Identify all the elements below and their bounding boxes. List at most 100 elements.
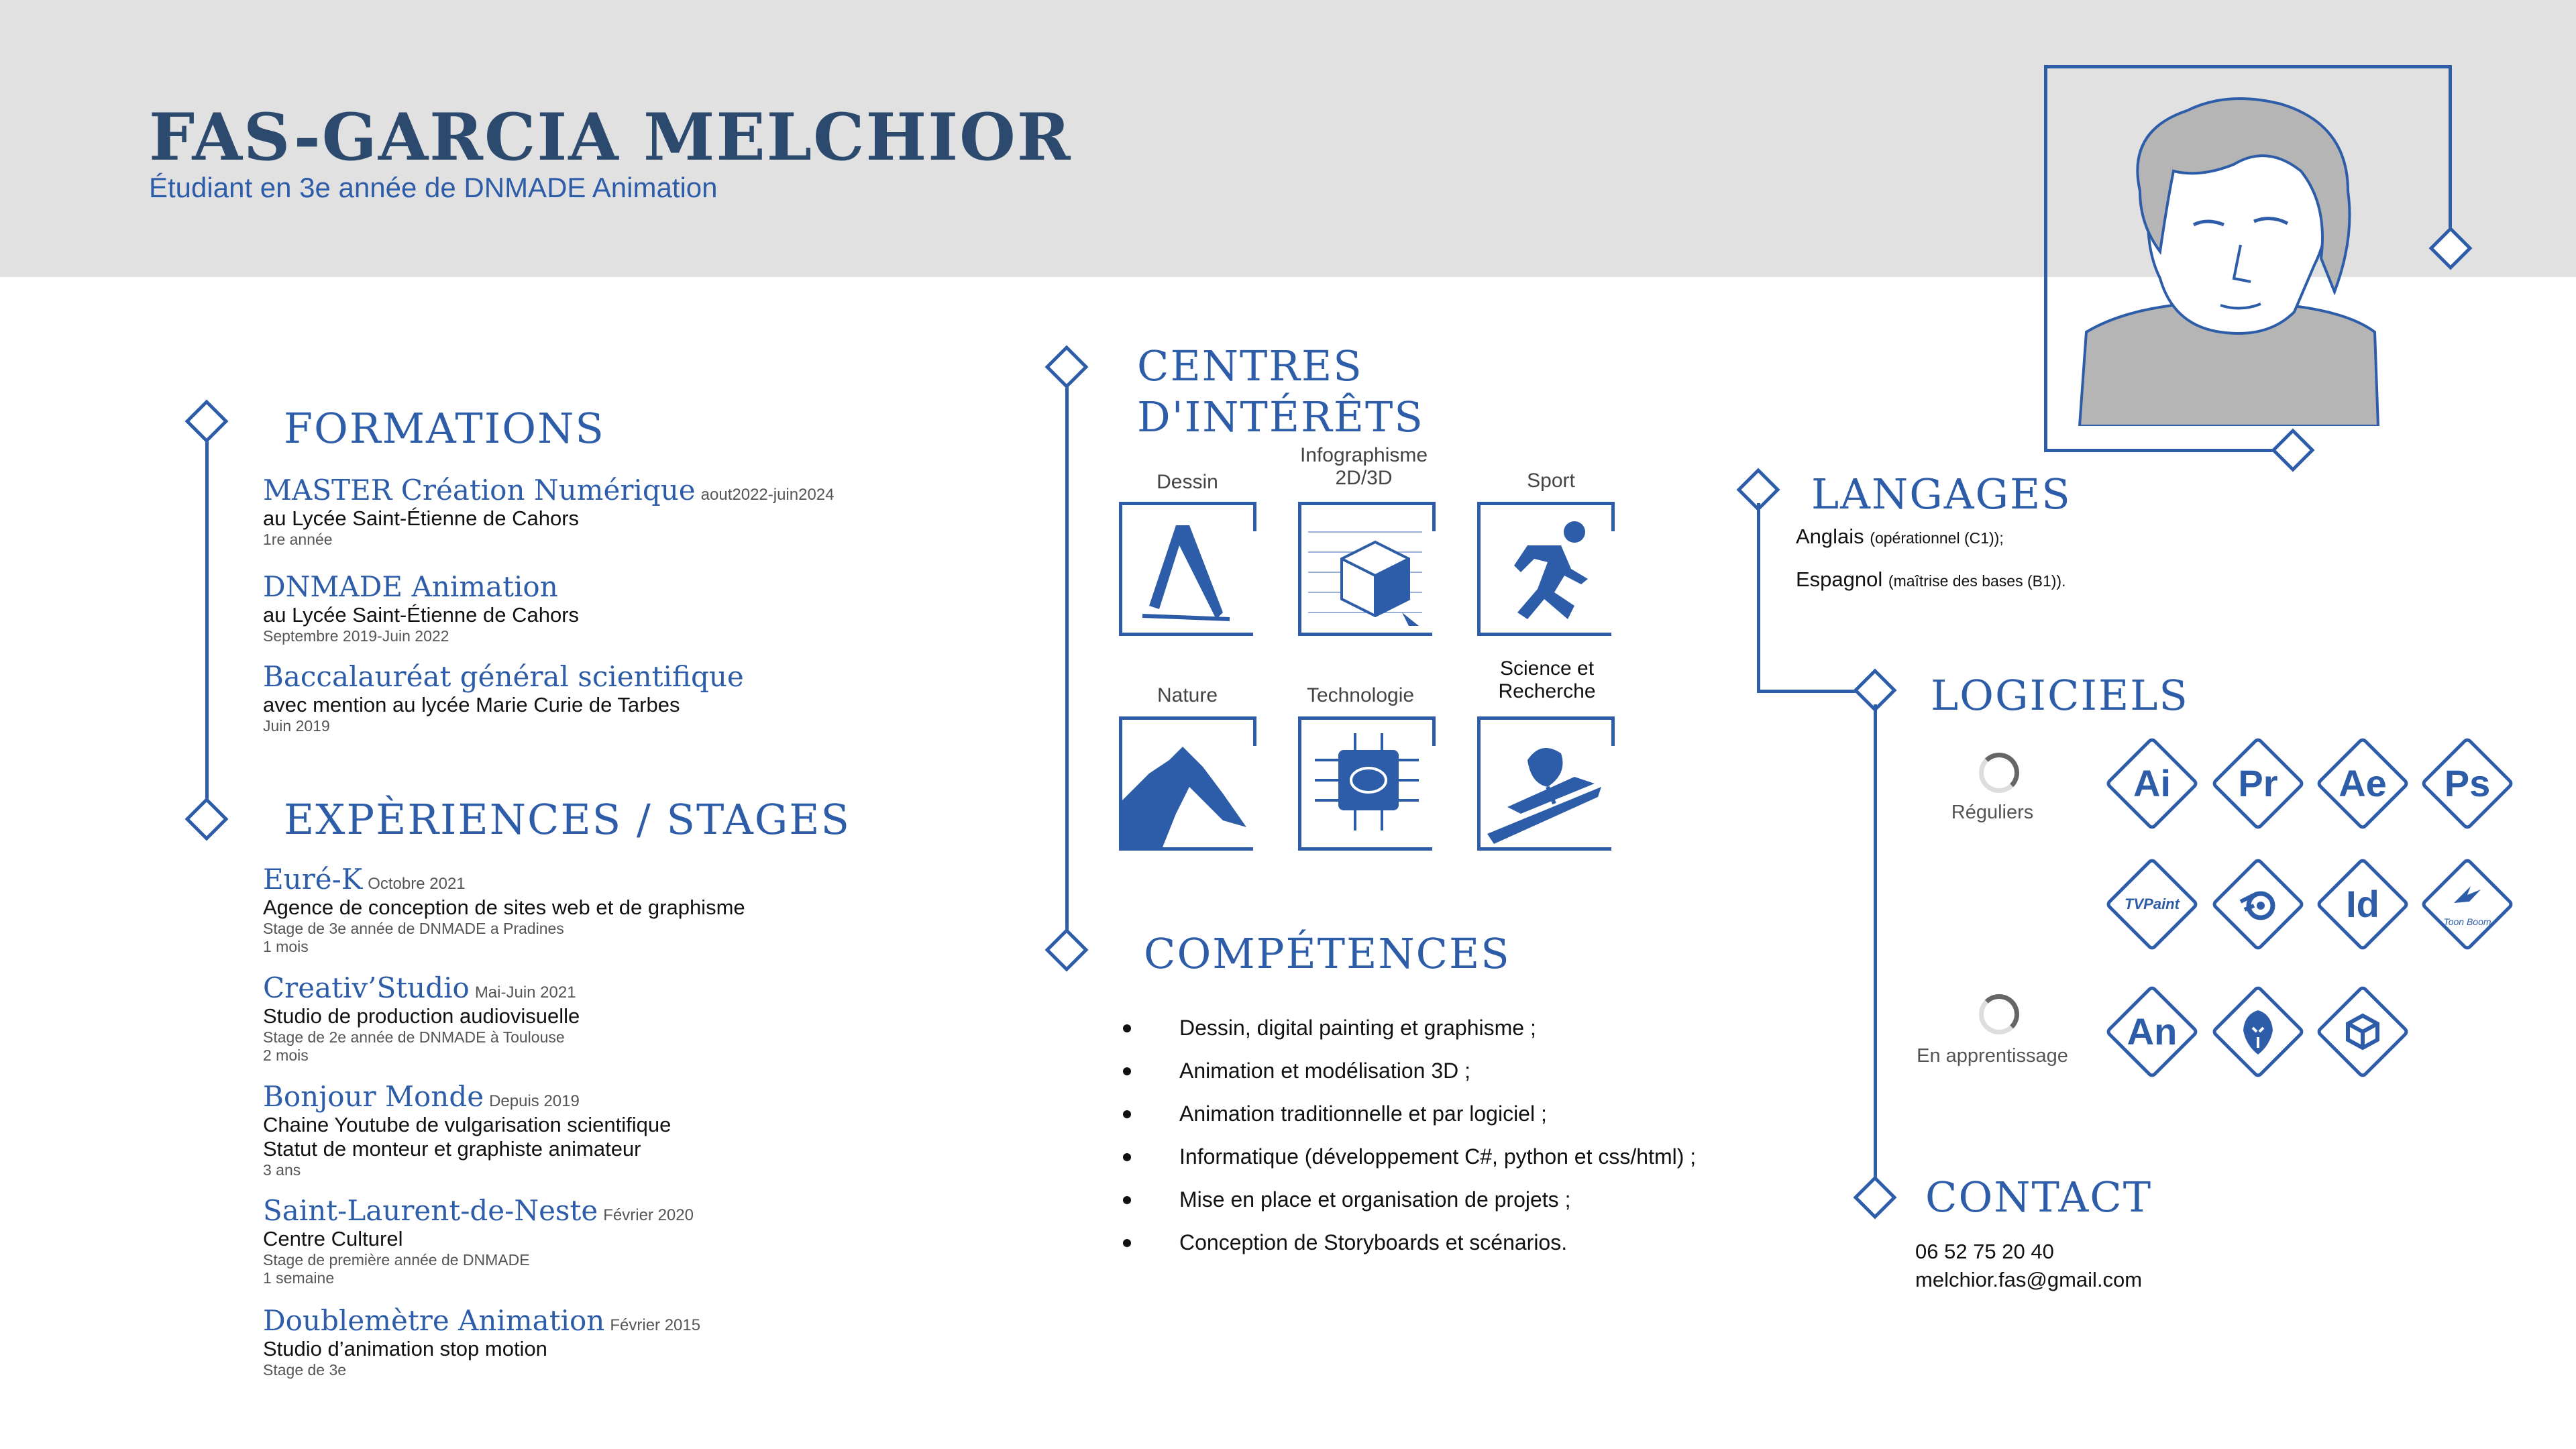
experience-line: Centre Culturel bbox=[263, 1227, 403, 1250]
experience-title: Bonjour Monde bbox=[263, 1080, 484, 1113]
experience-title: Creativ’Studio bbox=[263, 971, 470, 1004]
competences-list: Dessin, digital painting et graphisme ; … bbox=[1114, 1006, 1784, 1264]
experience-duration: 1 semaine bbox=[263, 1269, 335, 1287]
formation-school: au Lycée Saint-Étienne de Cahors bbox=[263, 506, 580, 530]
interest-label-dessin: Dessin bbox=[1157, 471, 1218, 493]
experience-detail: Stage de première année de DNMADE bbox=[263, 1251, 530, 1269]
experience-detail: Stage de 2e année de DNMADE à Toulouse bbox=[263, 1028, 565, 1046]
competences-title: COMPÉTENCES bbox=[1144, 929, 1511, 978]
interest-label-infographisme: Infographisme 2D/3D bbox=[1299, 444, 1428, 489]
contact-email[interactable]: melchior.fas@gmail.com bbox=[1915, 1268, 2143, 1291]
experience-duration: 1 mois bbox=[263, 938, 309, 955]
experience-date: Octobre 2021 bbox=[368, 875, 466, 893]
experience-line: Studio de production audiovisuelle bbox=[263, 1004, 580, 1028]
logiciels-title: LOGICIELS bbox=[1931, 671, 2189, 720]
experience-item: Bonjour Monde Depuis 2019 Chaine Youtube … bbox=[263, 1080, 934, 1179]
experience-date: Février 2020 bbox=[603, 1206, 694, 1224]
contact-title: CONTACT bbox=[1925, 1173, 2153, 1222]
formation-title: DNMADE Animation bbox=[263, 570, 558, 603]
langages-title: LANGAGES bbox=[1811, 470, 2072, 519]
drawing-icon bbox=[1119, 502, 1256, 636]
unity-icon bbox=[2315, 984, 2410, 1079]
formation-title: MASTER Création Numérique bbox=[263, 474, 696, 506]
interest-label-sport: Sport bbox=[1527, 470, 1575, 492]
toon-boom-label: Toon Boom bbox=[2443, 916, 2491, 927]
competence-item: Animation traditionnelle et par logiciel… bbox=[1114, 1092, 1784, 1135]
langage-item: Anglais (opérationnel (C1)); bbox=[1796, 525, 2004, 549]
formation-detail: 1re année bbox=[263, 531, 333, 548]
experience-line: Chaine Youtube de vulgarisation scientif… bbox=[263, 1113, 672, 1136]
formation-detail: Juin 2019 bbox=[263, 717, 330, 735]
formation-item: DNMADE Animation au Lycée Saint-Étienne … bbox=[263, 570, 934, 645]
apprentissage-spinner-icon bbox=[1979, 994, 2019, 1034]
premiere-icon: Pr bbox=[2210, 736, 2306, 831]
experience-date: Depuis 2019 bbox=[489, 1092, 580, 1110]
experiences-title: EXPÈRIENCES / STAGES bbox=[284, 795, 851, 844]
middle-timeline-line bbox=[1065, 382, 1069, 953]
photoshop-label: Ps bbox=[2444, 762, 2491, 804]
logiciels-line bbox=[1874, 704, 1877, 1194]
portrait-frame bbox=[2044, 65, 2452, 452]
langage-name: Espagnol bbox=[1796, 568, 1883, 591]
reguliers-label: Réguliers bbox=[1951, 802, 2034, 823]
experience-duration: 2 mois bbox=[263, 1046, 309, 1064]
experience-date: Février 2015 bbox=[610, 1316, 701, 1334]
langage-name: Anglais bbox=[1796, 525, 1864, 548]
after-effects-label: Ae bbox=[2339, 762, 2387, 804]
interests-title-line2: D'INTÉRÊTS bbox=[1137, 392, 1424, 441]
experience-title: Doublemètre Animation bbox=[263, 1304, 605, 1337]
apprentissage-label: En apprentissage bbox=[1917, 1045, 2068, 1067]
langage-level: (opérationnel (C1)); bbox=[1870, 529, 2004, 547]
formation-detail: Septembre 2019-Juin 2022 bbox=[263, 627, 449, 645]
formations-diamond bbox=[184, 399, 229, 443]
tvpaint-icon: TVPaint bbox=[2104, 857, 2200, 952]
formation-item: MASTER Création Numérique aout2022-juin20… bbox=[263, 474, 934, 549]
portrait-frame-bottom bbox=[2044, 449, 2275, 452]
interests-title-line1: CENTRES bbox=[1137, 341, 1363, 390]
interest-label-nature: Nature bbox=[1157, 684, 1218, 706]
premiere-label: Pr bbox=[2238, 762, 2278, 804]
formation-school: avec mention au lycée Marie Curie de Tar… bbox=[263, 693, 680, 716]
competence-item: Dessin, digital painting et graphisme ; bbox=[1114, 1006, 1784, 1049]
blender-icon bbox=[2210, 857, 2306, 952]
portrait-illustration bbox=[2078, 97, 2380, 426]
experience-item: Saint-Laurent-de-Neste Février 2020 Centr… bbox=[263, 1194, 934, 1287]
illustrator-icon: Ai bbox=[2104, 736, 2200, 831]
experience-duration: 3 ans bbox=[263, 1161, 301, 1179]
animate-icon: An bbox=[2104, 984, 2200, 1079]
portrait-frame-right bbox=[2449, 65, 2452, 233]
left-timeline-line bbox=[205, 436, 209, 818]
experience-item: Euré-K Octobre 2021 Agence de conception … bbox=[263, 863, 934, 956]
formations-title: FORMATIONS bbox=[284, 404, 605, 453]
indesign-icon: Id bbox=[2315, 857, 2410, 952]
cube-icon bbox=[1298, 502, 1436, 636]
animate-label: An bbox=[2127, 1010, 2178, 1053]
formation-school: au Lycée Saint-Étienne de Cahors bbox=[263, 603, 580, 627]
tvpaint-label: TVPaint bbox=[2125, 896, 2180, 912]
illustrator-label: Ai bbox=[2133, 762, 2171, 804]
mountain-icon bbox=[1119, 716, 1256, 851]
experience-date: Mai-Juin 2021 bbox=[474, 983, 576, 1002]
langages-connector bbox=[1757, 690, 1864, 693]
unreal-icon bbox=[2210, 984, 2306, 1079]
competence-item: Conception de Storyboards et scénarios. bbox=[1114, 1221, 1784, 1264]
formation-date: aout2022-juin2024 bbox=[700, 486, 835, 504]
experience-line: Statut de monteur et graphiste animateur bbox=[263, 1137, 641, 1161]
contact-phone[interactable]: 06 52 75 20 40 bbox=[1915, 1240, 2054, 1263]
competence-item: Animation et modélisation 3D ; bbox=[1114, 1049, 1784, 1092]
experiences-diamond bbox=[184, 797, 229, 841]
page-title: FAS-GARCIA MELCHIOR bbox=[149, 99, 1072, 175]
after-effects-icon: Ae bbox=[2315, 736, 2410, 831]
langage-level: (maîtrise des bases (B1)). bbox=[1888, 572, 2066, 590]
toon-boom-icon: Toon Boom bbox=[2420, 857, 2515, 952]
langage-item: Espagnol (maîtrise des bases (B1)). bbox=[1796, 568, 2066, 592]
contact-diamond bbox=[1853, 1175, 1897, 1220]
subtitle: Étudiant en 3e année de DNMADE Animation bbox=[149, 172, 718, 203]
interests-title: CENTRES D'INTÉRÊTS bbox=[1137, 341, 1424, 443]
runner-icon bbox=[1477, 502, 1615, 636]
competence-item: Informatique (développement C#, python e… bbox=[1114, 1135, 1784, 1178]
experience-title: Euré-K bbox=[263, 863, 363, 896]
formation-title: Baccalauréat général scientifique bbox=[263, 660, 744, 693]
interest-label-technologie: Technologie bbox=[1306, 684, 1415, 706]
photoshop-icon: Ps bbox=[2420, 736, 2515, 831]
